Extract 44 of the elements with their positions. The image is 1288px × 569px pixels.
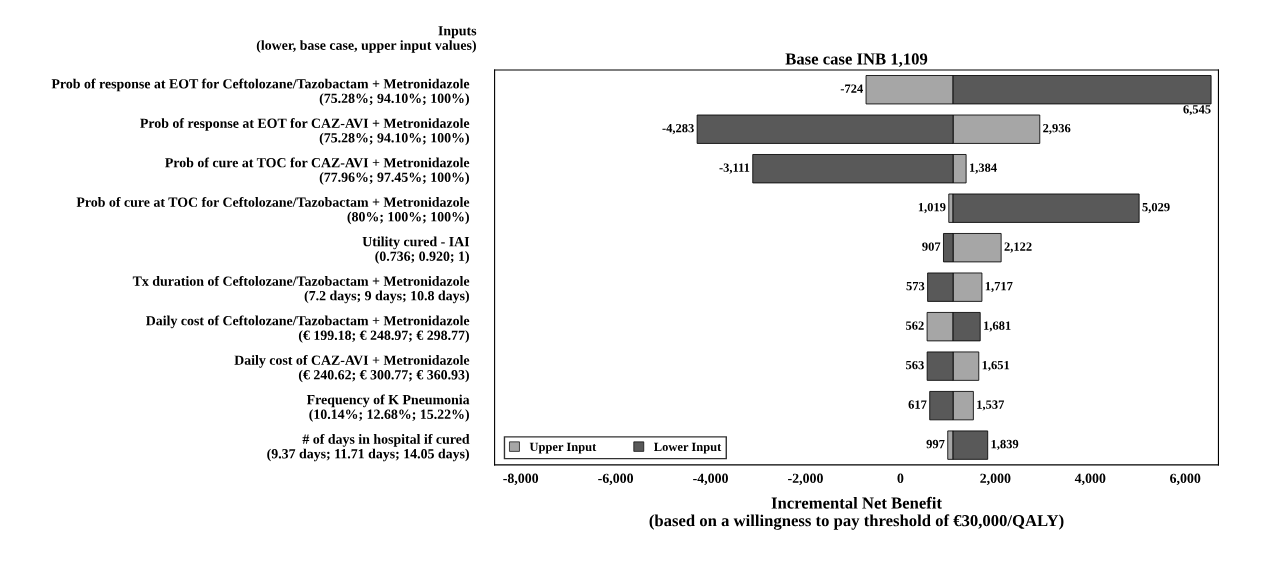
- legend-label: Lower Input: [653, 442, 722, 454]
- data-label: 1,681: [984, 321, 1011, 332]
- y-tick-label: Tx duration of Ceftolozane/Tazobactam + Metronidazole (7.2 days; 9 days; 10.8 days): [132, 275, 470, 304]
- bar: [952, 193, 1140, 223]
- y-tick-label: # of days in hospital if cured (9.37 days; 11.71 days; 14.05 days): [267, 433, 470, 462]
- data-label: -3,111: [719, 163, 750, 174]
- y-tick-label: Prob of response at EOT for CAZ-AVI + Metronidazole (75.28%; 94.10%; 100%): [140, 118, 470, 146]
- data-label: 1,651: [982, 360, 1010, 372]
- data-label: 907: [922, 242, 941, 251]
- y-tick-label: Prob of cure at TOC for Ceftolozane/Tazobactam + Metronidazole (80%; 100%; 100%): [76, 196, 470, 225]
- data-label: 573: [906, 281, 925, 291]
- data-label: 2,936: [1043, 123, 1071, 135]
- data-label: 562: [906, 321, 924, 330]
- x-tick-label: -4,000: [693, 473, 728, 485]
- data-label: 1,384: [969, 163, 997, 174]
- data-label: -724: [840, 84, 863, 93]
- y-tick-label: Frequency of K Pneumonia (10.14%; 12.68%; 15.22%): [306, 394, 470, 422]
- legend-label: Upper Input: [529, 442, 597, 454]
- data-label: 617: [908, 400, 927, 409]
- data-label: -4,283: [662, 123, 694, 135]
- x-tick-label: 6,000: [1170, 473, 1201, 485]
- x-tick-label: 4,000: [1074, 473, 1106, 485]
- y-tick-label: Prob of cure at TOC for CAZ-AVI + Metronidazole (77.96%; 97.45%; 100%): [165, 157, 470, 185]
- data-label: 563: [906, 360, 924, 370]
- x-tick-label: 2,000: [980, 473, 1011, 485]
- data-label: 997: [926, 439, 945, 449]
- data-label: 1,839: [991, 439, 1019, 451]
- y-tick-label: Utility cured - IAI (0.736; 0.920; 1): [362, 236, 470, 264]
- text: Inputs (lower, base case, upper input values): [256, 26, 477, 53]
- y-tick-label: Daily cost of CAZ-AVI + Metronidazole (€ 240.62; € 300.77; € 360.93): [234, 354, 470, 383]
- data-label: 5,029: [1142, 202, 1170, 214]
- x-tick-label: -8,000: [503, 473, 539, 485]
- x-tick-label: -6,000: [598, 473, 634, 485]
- data-label: 2,122: [1004, 242, 1032, 253]
- data-label: 1,717: [985, 281, 1013, 293]
- data-label: 6,545: [1183, 105, 1211, 116]
- y-tick-label: Prob of response at EOT for Ceftolozane/Tazobactam + Metronidazole (75.28%; 94.10%; 100%): [51, 78, 470, 106]
- x-axis-title: Incremental Net Benefit (based on a willingness to pay threshold of €30,000/QALY): [649, 496, 1064, 530]
- x-tick-label: 0: [897, 473, 904, 483]
- y-tick-label: Daily cost of Ceftolozane/Tazobactam + Metronidazole (€ 199.18; € 248.97; € 298.77): [145, 315, 470, 343]
- data-label: 1,537: [977, 400, 1005, 411]
- chart-title: Base case INB 1,109: [785, 53, 928, 68]
- data-label: 1,019: [918, 202, 946, 214]
- x-tick-label: -2,000: [788, 473, 823, 485]
